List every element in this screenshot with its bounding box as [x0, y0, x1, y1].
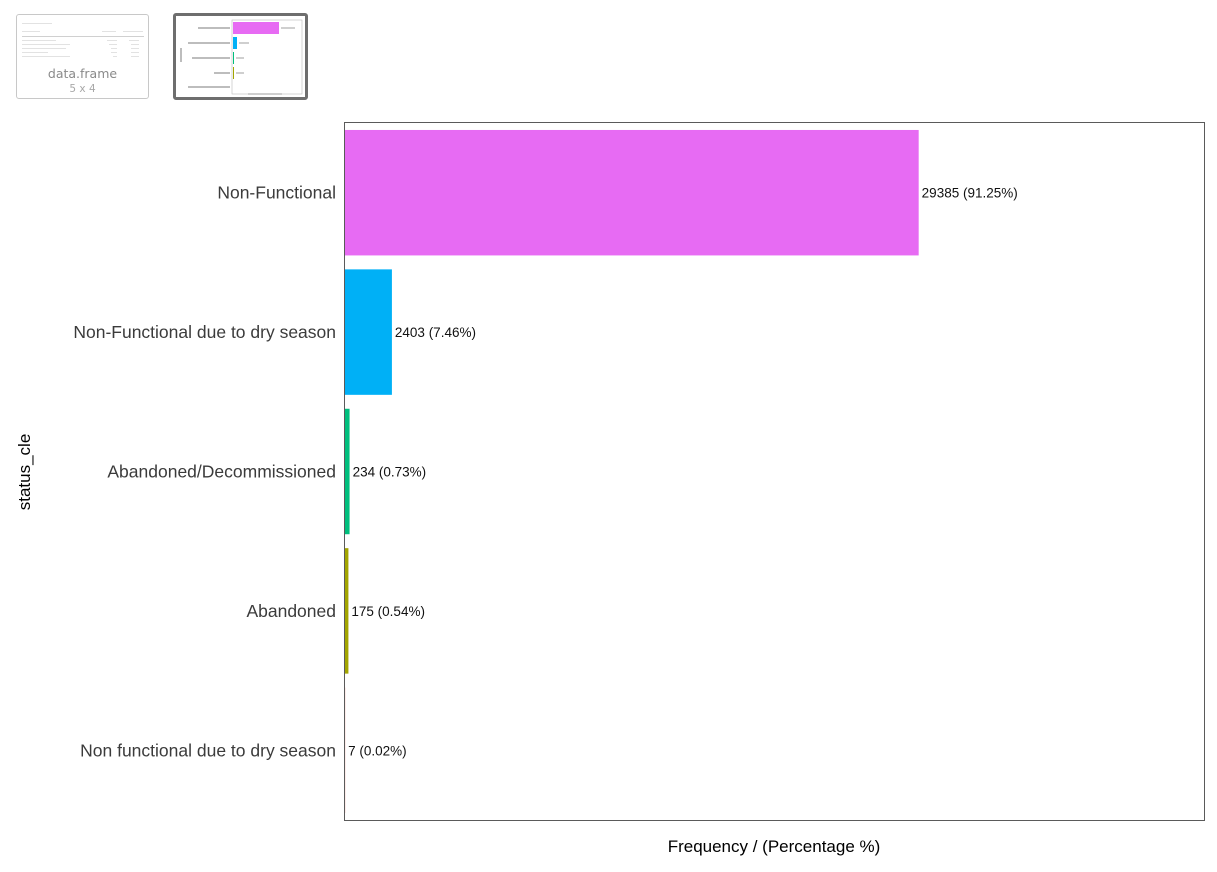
data-label: 175 (0.54%) — [351, 604, 425, 619]
category-label: Non-Functional due to dry season — [73, 322, 336, 342]
data-label: 29385 (91.25%) — [922, 186, 1018, 201]
dataframe-type-label: data.frame — [47, 66, 118, 81]
plot-thumbnail-preview — [180, 19, 303, 95]
dataframe-output-thumbnail[interactable]: data.frame 5 x 4 — [16, 14, 149, 99]
bar — [345, 269, 392, 395]
bars — [345, 129, 919, 814]
data-label: 7 (0.02%) — [348, 743, 407, 758]
bar — [345, 548, 349, 674]
category-label: Non functional due to dry season — [80, 740, 336, 760]
bar — [345, 408, 350, 535]
data-label: 234 (0.73%) — [353, 465, 427, 480]
category-label: Abandoned — [246, 601, 336, 621]
bar — [345, 129, 919, 256]
y-axis-title: status_cle — [15, 434, 34, 511]
category-label: Non-Functional — [217, 183, 336, 203]
category-axis-labels: Non-Functional Non-Functional due to dry … — [73, 183, 336, 761]
x-axis-title: Frequency / (Percentage %) — [668, 837, 881, 856]
category-label: Abandoned/Decommissioned — [107, 462, 336, 482]
data-labels: 29385 (91.25%) 2403 (7.46%) 234 (0.73%) 175… — [348, 186, 1018, 759]
dataframe-dimensions: 5 x 4 — [69, 83, 96, 95]
plot-output-thumbnail[interactable] — [173, 13, 308, 100]
data-label: 2403 (7.46%) — [395, 325, 476, 340]
